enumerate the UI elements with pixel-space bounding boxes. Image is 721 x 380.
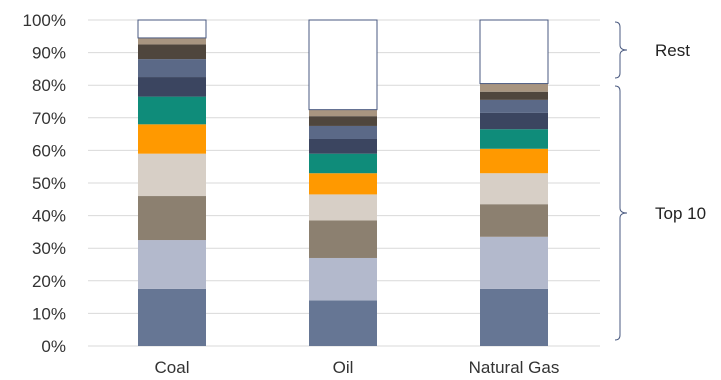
bar-segment — [309, 173, 377, 195]
bar-segment — [309, 194, 377, 221]
y-axis-ticks: 0% 10% 20% 30% 40% 50% 60% 70% 80% 90% 100% — [23, 11, 66, 356]
top10-brace — [614, 85, 628, 341]
bar-segment — [480, 91, 548, 100]
bar-segment — [138, 77, 206, 97]
y-tick-label: 40% — [32, 207, 66, 226]
x-category-label: Coal — [155, 358, 190, 377]
bar-segment — [480, 83, 548, 92]
bar-segment — [138, 124, 206, 154]
bar-segment — [138, 37, 206, 45]
y-tick-label: 80% — [32, 76, 66, 95]
bar-segment — [309, 300, 377, 346]
bar-segment — [138, 153, 206, 197]
bar-segment — [309, 109, 377, 117]
top10-label: Top 10 — [655, 204, 706, 223]
rest-brace — [614, 21, 628, 79]
bar-segment — [309, 116, 377, 126]
bar-segment — [309, 125, 377, 139]
rest-label: Rest — [655, 41, 690, 60]
y-tick-label: 90% — [32, 44, 66, 63]
bar-segment — [138, 44, 206, 60]
bar-segment — [308, 19, 378, 111]
bar-segment — [138, 288, 206, 346]
y-tick-label: 50% — [32, 174, 66, 193]
bar-segment — [479, 19, 549, 85]
bar-segment — [309, 153, 377, 174]
bar-segment — [309, 257, 377, 301]
y-tick-label: 100% — [23, 11, 66, 30]
bar-segment — [138, 196, 206, 241]
y-tick-label: 70% — [32, 109, 66, 128]
bar-segment — [480, 204, 548, 237]
x-category-label: Oil — [333, 358, 354, 377]
bar-segment — [138, 59, 206, 78]
bar-segment — [309, 138, 377, 154]
bar-stacks — [137, 19, 549, 346]
bar-segment — [480, 99, 548, 113]
y-tick-label: 60% — [32, 141, 66, 160]
brace-annotations: Rest Top 10 — [614, 21, 706, 341]
bar-segment — [480, 173, 548, 205]
y-tick-label: 20% — [32, 272, 66, 291]
bar-segment — [480, 148, 548, 174]
bar-segment — [480, 129, 548, 149]
y-tick-label: 0% — [41, 337, 66, 356]
bar-segment — [480, 236, 548, 289]
bar-segment — [137, 19, 207, 39]
y-tick-label: 10% — [32, 304, 66, 323]
bar-segment — [138, 96, 206, 125]
bar-segment — [480, 288, 548, 346]
x-category-label: Natural Gas — [469, 358, 560, 377]
x-axis-categories: Coal Oil Natural Gas — [155, 358, 560, 377]
bar-segment — [138, 240, 206, 289]
bar-segment — [309, 220, 377, 258]
bar-segment — [480, 112, 548, 130]
y-tick-label: 30% — [32, 239, 66, 258]
